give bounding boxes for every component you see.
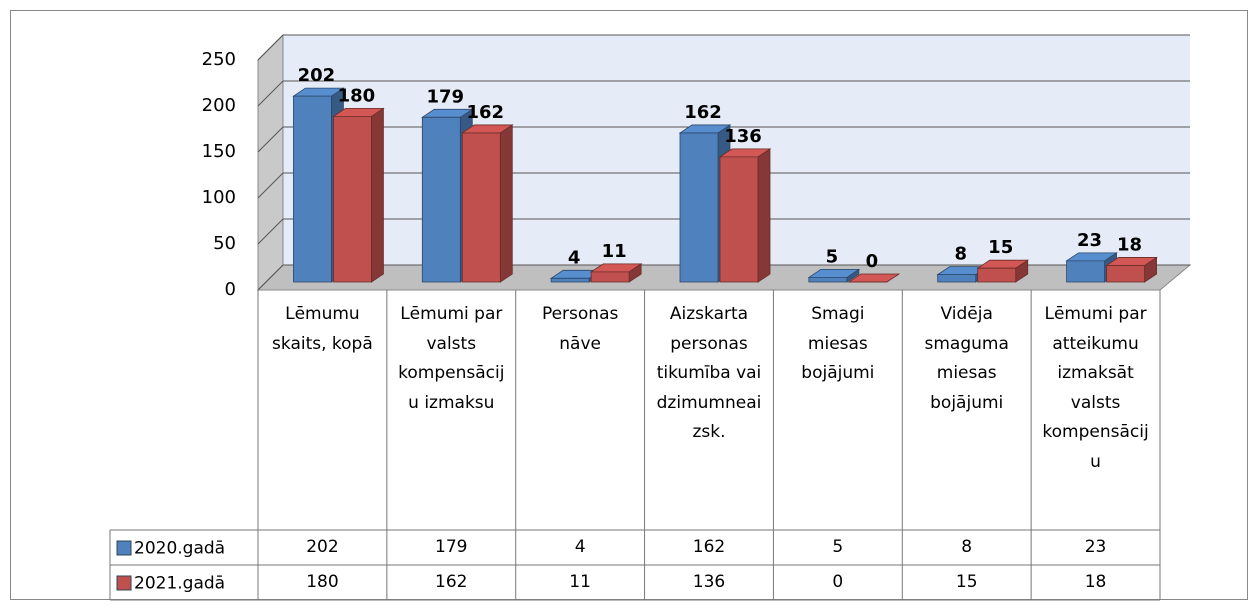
value-label: 202 — [298, 65, 336, 86]
legend-swatch — [116, 575, 132, 591]
bar-side — [757, 148, 771, 283]
bar-front — [1066, 260, 1105, 283]
bar-front — [333, 116, 372, 283]
grid-line-side — [257, 264, 284, 291]
table-cell: 162 — [435, 572, 468, 592]
table-cell: 0 — [832, 572, 844, 592]
legend-label: 2021.gadā — [134, 574, 225, 594]
bar-front — [719, 156, 759, 283]
bar — [847, 273, 901, 283]
value-label: 23 — [1077, 230, 1102, 251]
value-label: 180 — [338, 85, 376, 106]
table-cell: 5 — [832, 537, 844, 557]
bar-front — [1106, 265, 1145, 283]
category-label: Lēmumi par atteikumu izmaksāt valsts kom… — [1042, 304, 1149, 472]
table-cell: 11 — [569, 572, 591, 592]
table-cell: 18 — [1084, 572, 1107, 592]
grid-line-side — [257, 80, 284, 107]
bar — [718, 148, 772, 283]
y-tick-label: 0 — [225, 279, 236, 300]
side-wall — [257, 33, 284, 292]
category-label: Vidēja smaguma miesas bojājumi — [924, 304, 1009, 413]
table-cell: 15 — [955, 572, 978, 592]
grid-line-side — [257, 126, 284, 153]
value-label: 8 — [954, 244, 967, 265]
table-cell: 136 — [692, 572, 726, 592]
bar — [807, 268, 861, 283]
y-tick-label: 50 — [213, 233, 236, 254]
bar-front — [808, 276, 848, 283]
grid-line-side — [257, 172, 284, 199]
category-label: Personas nāve — [541, 304, 619, 354]
bar-side — [499, 124, 513, 283]
table-cell: 23 — [1084, 537, 1107, 557]
table-cell: 162 — [692, 537, 726, 557]
value-label: 162 — [466, 102, 504, 123]
value-label: 5 — [826, 246, 839, 267]
value-label: 162 — [684, 102, 722, 123]
bar-side — [371, 107, 384, 283]
bar — [589, 263, 643, 283]
category-label: Lēmumi par valsts kompensāciju izmaksu — [398, 304, 505, 413]
bar-front — [977, 267, 1017, 283]
grid-line-side — [257, 218, 284, 245]
bar-front — [937, 274, 977, 283]
bar-front — [679, 132, 719, 283]
value-label: 18 — [1117, 234, 1142, 255]
value-label: 179 — [426, 86, 464, 107]
value-label: 11 — [602, 241, 627, 262]
y-tick-label: 250 — [202, 49, 236, 70]
y-tick-label: 150 — [202, 141, 236, 162]
category-label: Aizskarta personas tikumība vai dzimumne… — [656, 304, 762, 442]
bar — [460, 124, 514, 283]
table-cell: 179 — [435, 537, 468, 557]
value-label: 4 — [568, 247, 581, 268]
category-label: Smagi miesas bojājumi — [801, 304, 875, 383]
category-label: Lēmumu skaits, kopā — [272, 304, 373, 354]
table-cell: 4 — [574, 537, 586, 557]
bar-front — [590, 271, 630, 283]
table-cell: 8 — [961, 537, 973, 557]
legend-label: 2020.gadā — [134, 539, 225, 559]
table-cell: 180 — [306, 572, 339, 592]
bar-front — [293, 95, 332, 283]
bar-front — [550, 277, 590, 283]
y-tick-label: 100 — [202, 187, 236, 208]
legend-swatch — [116, 540, 132, 556]
bar-front — [461, 132, 501, 283]
value-label: 0 — [866, 251, 879, 272]
bar — [1105, 256, 1158, 283]
bar-front — [421, 116, 461, 283]
value-label: 15 — [988, 237, 1013, 258]
grid-line-side — [257, 34, 284, 61]
y-tick-label: 200 — [202, 95, 236, 116]
value-label: 136 — [724, 126, 762, 147]
bar — [976, 259, 1030, 283]
table-cell: 202 — [306, 537, 339, 557]
bar — [332, 107, 385, 283]
